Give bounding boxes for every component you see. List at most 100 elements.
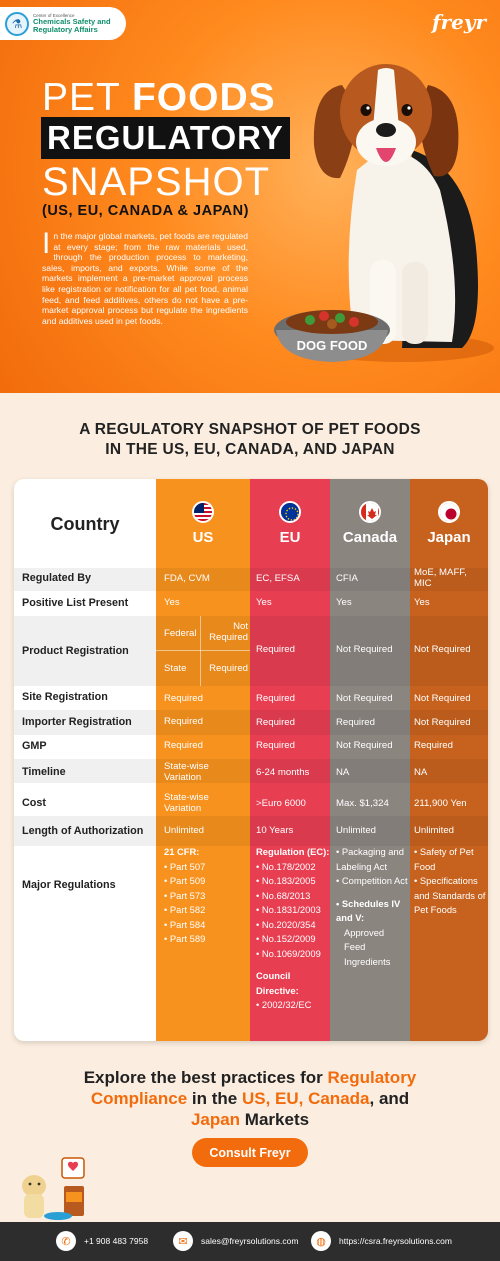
section-title-line1: A REGULATORY SNAPSHOT OF PET FOODS <box>79 421 421 438</box>
row-label-site-registration: Site Registration <box>22 691 108 703</box>
eu-reg-item: • No.68/2013 <box>256 889 311 901</box>
coe-badge[interactable]: ⚗ Center of Excellence Chemicals Safety … <box>0 7 126 40</box>
row-label-major-regulations: Major Regulations <box>22 879 116 891</box>
cell-us-auth-length: Unlimited <box>164 825 204 836</box>
cell-eu-gmp: Required <box>256 740 295 751</box>
cell-us-timeline: State-wise Variation <box>164 761 209 783</box>
us-reg-item: • Part 589 <box>164 933 206 944</box>
country-header: Country <box>50 513 120 534</box>
column-japan <box>410 479 488 1041</box>
eu-reg-item: • No.152/2009 <box>256 933 316 944</box>
footer-phone[interactable]: ✆ +1 908 483 7958 <box>56 1231 148 1251</box>
row-band <box>14 568 488 591</box>
country-label-us: US <box>192 529 214 546</box>
row-label-importer-registration: Importer Registration <box>22 716 132 728</box>
cta-line2: Compliance in the US, EU, Canada, and <box>90 1089 410 1108</box>
eu-major-regulations: Regulation (EC): • No.178/2002 • No.183/… <box>256 845 330 1013</box>
us-reg-item: • Part 582 <box>164 904 206 915</box>
comparison-table: Country US EU Canada Japan Regula <box>14 479 488 1041</box>
us-reg-item: • Part 573 <box>164 889 206 901</box>
coe-title-line2: Regulatory Affairs <box>33 24 98 34</box>
row-band <box>14 616 488 686</box>
beagle-dog-illustration: DOG FOOD <box>274 64 494 362</box>
column-eu <box>250 479 330 1041</box>
row-label-length-of-authorization: Length of Authorization <box>22 825 144 837</box>
us-flag-icon <box>192 501 214 523</box>
cell-us-gmp: Required <box>164 740 203 751</box>
title-subtitle: (US, EU, CANADA & JAPAN) <box>42 203 249 219</box>
japan-flag-icon <box>438 501 460 523</box>
country-label-japan: Japan <box>427 529 471 546</box>
title-line-1: PET FOODS <box>42 76 276 119</box>
row-label-positive-list: Positive List Present <box>22 597 129 609</box>
cell-canada-product-registration: Not Required <box>336 644 393 655</box>
japan-major-regulations: • Safety of Pet Food • Specifications an… <box>414 845 486 918</box>
eu-reg-item: • No.178/2002 <box>256 860 316 872</box>
cell-us-federal-value: Not Required <box>209 621 248 643</box>
row-label-cost: Cost <box>22 797 46 809</box>
row-band <box>14 759 488 783</box>
cell-japan-gmp: Required <box>414 740 453 751</box>
canada-major-regulations: • Packaging and Labeling Act • Competiti… <box>336 845 408 969</box>
row-label-timeline: Timeline <box>22 766 66 778</box>
drop-cap: I <box>42 227 51 260</box>
cell-eu-site-registration: Required <box>256 693 295 704</box>
us-reg-item: • Part 507 <box>164 860 206 872</box>
cell-japan-timeline: NA <box>414 767 428 778</box>
freyr-logo[interactable]: freyr <box>431 10 486 34</box>
footer-website[interactable]: ◍ https://csra.freyrsolutions.com <box>311 1231 452 1251</box>
cta-line3: Japan Markets <box>190 1110 310 1129</box>
column-canada <box>330 479 410 1041</box>
eu-reg-item: • No.1831/2003 <box>256 904 321 915</box>
row-band <box>14 710 488 735</box>
cell-japan-site-registration: Not Required <box>414 693 471 704</box>
cell-japan-product-registration: Not Required <box>414 644 471 655</box>
cell-us-site-registration: Required <box>164 693 203 704</box>
cell-canada-regulated-by: CFIA <box>336 573 358 584</box>
japan-reg-item: • Specifications and Standards of Pet Fo… <box>414 875 486 915</box>
cell-canada-gmp: Not Required <box>336 740 393 751</box>
footer-email[interactable]: ✉ sales@freyrsolutions.com <box>173 1231 298 1251</box>
eu-council-heading: Council Directive: <box>256 970 299 996</box>
eu-council-item: • 2002/32/EC <box>256 999 312 1010</box>
cell-japan-importer-registration: Not Required <box>414 717 471 728</box>
cell-us-state-label: State <box>164 663 187 674</box>
flask-icon: ⚗ <box>5 11 29 36</box>
cta-text: Explore the best practices for Regulator… <box>0 1067 500 1130</box>
cell-eu-timeline: 6-24 months <box>256 767 310 778</box>
eu-flag-icon <box>279 501 301 523</box>
cell-us-state-value: Required <box>209 663 248 674</box>
us-subrow-divider <box>156 650 250 651</box>
pet-and-food-illustration <box>22 1157 85 1220</box>
cell-us-positive-list: Yes <box>164 597 180 608</box>
cell-japan-positive-list: Yes <box>414 597 430 608</box>
header-canada: Canada <box>330 479 410 569</box>
row-band <box>14 816 488 846</box>
cell-canada-timeline: NA <box>336 767 350 778</box>
section-title: A REGULATORY SNAPSHOT OF PET FOODS IN TH… <box>0 420 500 460</box>
section-title-line2: IN THE US, EU, CANADA, AND JAPAN <box>105 441 395 458</box>
email-icon: ✉ <box>173 1231 193 1251</box>
phone-icon: ✆ <box>56 1231 76 1251</box>
header-eu: EU <box>250 479 330 569</box>
coe-title-line1: Chemicals Safety and <box>33 17 111 27</box>
header-us: US <box>156 479 250 569</box>
bowl-label: DOG FOOD <box>297 338 368 353</box>
row-label-regulated-by: Regulated By <box>22 572 91 584</box>
us-reg-item: • Part 584 <box>164 918 206 930</box>
email-address: sales@freyrsolutions.com <box>201 1236 299 1246</box>
cell-canada-cost: Max. $1,324 <box>336 798 389 809</box>
cell-japan-auth-length: Unlimited <box>414 825 454 836</box>
cell-us-cost: State-wise Variation <box>164 792 209 814</box>
cell-canada-importer-registration: Required <box>336 717 375 728</box>
consult-freyr-button[interactable]: Consult Freyr <box>192 1138 308 1167</box>
cell-eu-importer-registration: Required <box>256 717 295 728</box>
eu-reg-item: • No.1069/2009 <box>256 947 321 959</box>
cell-japan-regulated-by: MoE, MAFF, MIC <box>414 567 467 589</box>
country-label-eu: EU <box>279 529 301 546</box>
cell-us-regulated-by: FDA, CVM <box>164 573 210 584</box>
cell-eu-cost: >Euro 6000 <box>256 798 306 809</box>
cell-canada-positive-list: Yes <box>336 597 352 608</box>
